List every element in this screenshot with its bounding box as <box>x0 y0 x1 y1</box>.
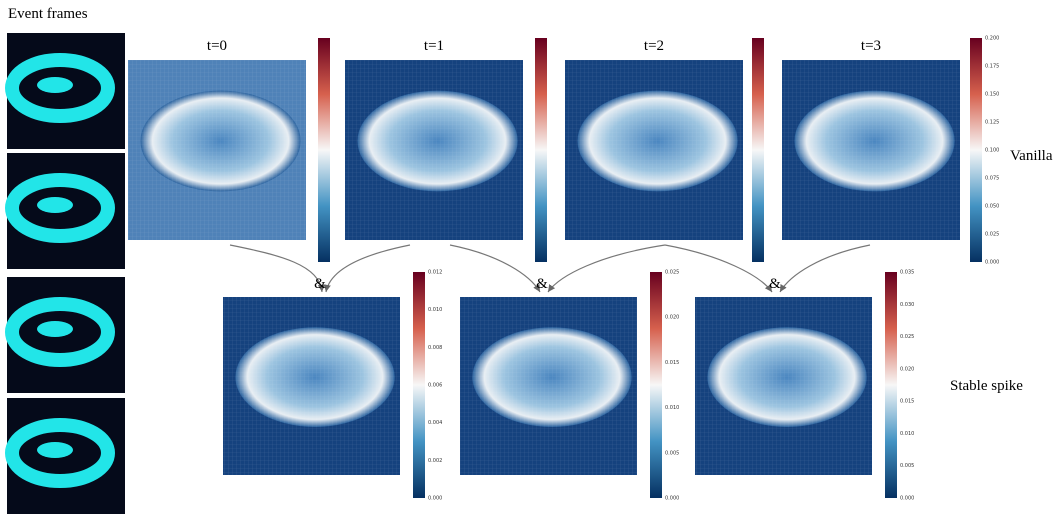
operator: & <box>314 276 326 292</box>
colorbar-tick: 0.100 <box>985 148 999 154</box>
colorbar-tick: 0.050 <box>985 204 999 210</box>
event-blob-inner <box>37 321 73 337</box>
figure: Event frames Vanilla Stable spike t=0 t=1… <box>0 0 1060 516</box>
colorbar <box>970 38 982 262</box>
heatmap-grid <box>695 297 872 475</box>
colorbar-tick: 0.020 <box>665 315 679 321</box>
operator: & <box>536 276 548 292</box>
panel-title: t=3 <box>861 38 881 54</box>
colorbar-tick: 0.010 <box>428 307 442 313</box>
heatmap-grid <box>782 60 960 240</box>
colorbar-tick: 0.035 <box>900 270 914 276</box>
colorbar-tick: 0.004 <box>428 420 442 426</box>
heatmap-grid <box>223 297 400 475</box>
colorbar-tick: 0.000 <box>985 260 999 266</box>
colorbar-tick: 0.005 <box>900 463 914 469</box>
vanilla-label: Vanilla <box>1010 148 1053 164</box>
colorbar <box>318 38 330 262</box>
stable-label: Stable spike <box>950 378 1023 394</box>
colorbar-tick: 0.012 <box>428 270 442 276</box>
heatmap-grid <box>460 297 637 475</box>
colorbar-tick: 0.025 <box>985 232 999 238</box>
colorbar-tick: 0.025 <box>900 334 914 340</box>
colorbar-tick: 0.200 <box>985 36 999 42</box>
colorbar <box>535 38 547 262</box>
colorbar-tick: 0.010 <box>665 405 679 411</box>
colorbar-tick: 0.000 <box>428 496 442 502</box>
colorbar-tick: 0.000 <box>900 496 914 502</box>
event-blob-inner <box>37 77 73 93</box>
operator: & <box>769 276 781 292</box>
colorbar-tick: 0.175 <box>985 64 999 70</box>
colorbar-tick: 0.000 <box>665 496 679 502</box>
heatmap-grid <box>345 60 523 240</box>
colorbar <box>885 272 897 498</box>
colorbar-tick: 0.002 <box>428 458 442 464</box>
colorbar-tick: 0.005 <box>665 450 679 456</box>
colorbar-tick: 0.015 <box>665 360 679 366</box>
colorbar-tick: 0.006 <box>428 383 442 389</box>
colorbar-tick: 0.020 <box>900 366 914 372</box>
colorbar-tick: 0.150 <box>985 92 999 98</box>
event-blob-inner <box>37 442 73 458</box>
colorbar-tick: 0.010 <box>900 431 914 437</box>
event-blob-inner <box>37 197 73 213</box>
colorbar <box>413 272 425 498</box>
colorbar-tick: 0.015 <box>900 399 914 405</box>
colorbar <box>650 272 662 498</box>
colorbar-tick: 0.075 <box>985 176 999 182</box>
panel-title: t=1 <box>424 38 444 54</box>
colorbar-tick: 0.025 <box>665 270 679 276</box>
colorbar-tick: 0.030 <box>900 302 914 308</box>
heatmap-grid <box>565 60 743 240</box>
colorbar-tick: 0.125 <box>985 120 999 126</box>
colorbar <box>752 38 764 262</box>
panel-title: t=2 <box>644 38 664 54</box>
event-frames-label: Event frames <box>8 6 88 22</box>
heatmap-grid <box>128 60 306 240</box>
panel-title: t=0 <box>207 38 227 54</box>
colorbar-tick: 0.008 <box>428 345 442 351</box>
